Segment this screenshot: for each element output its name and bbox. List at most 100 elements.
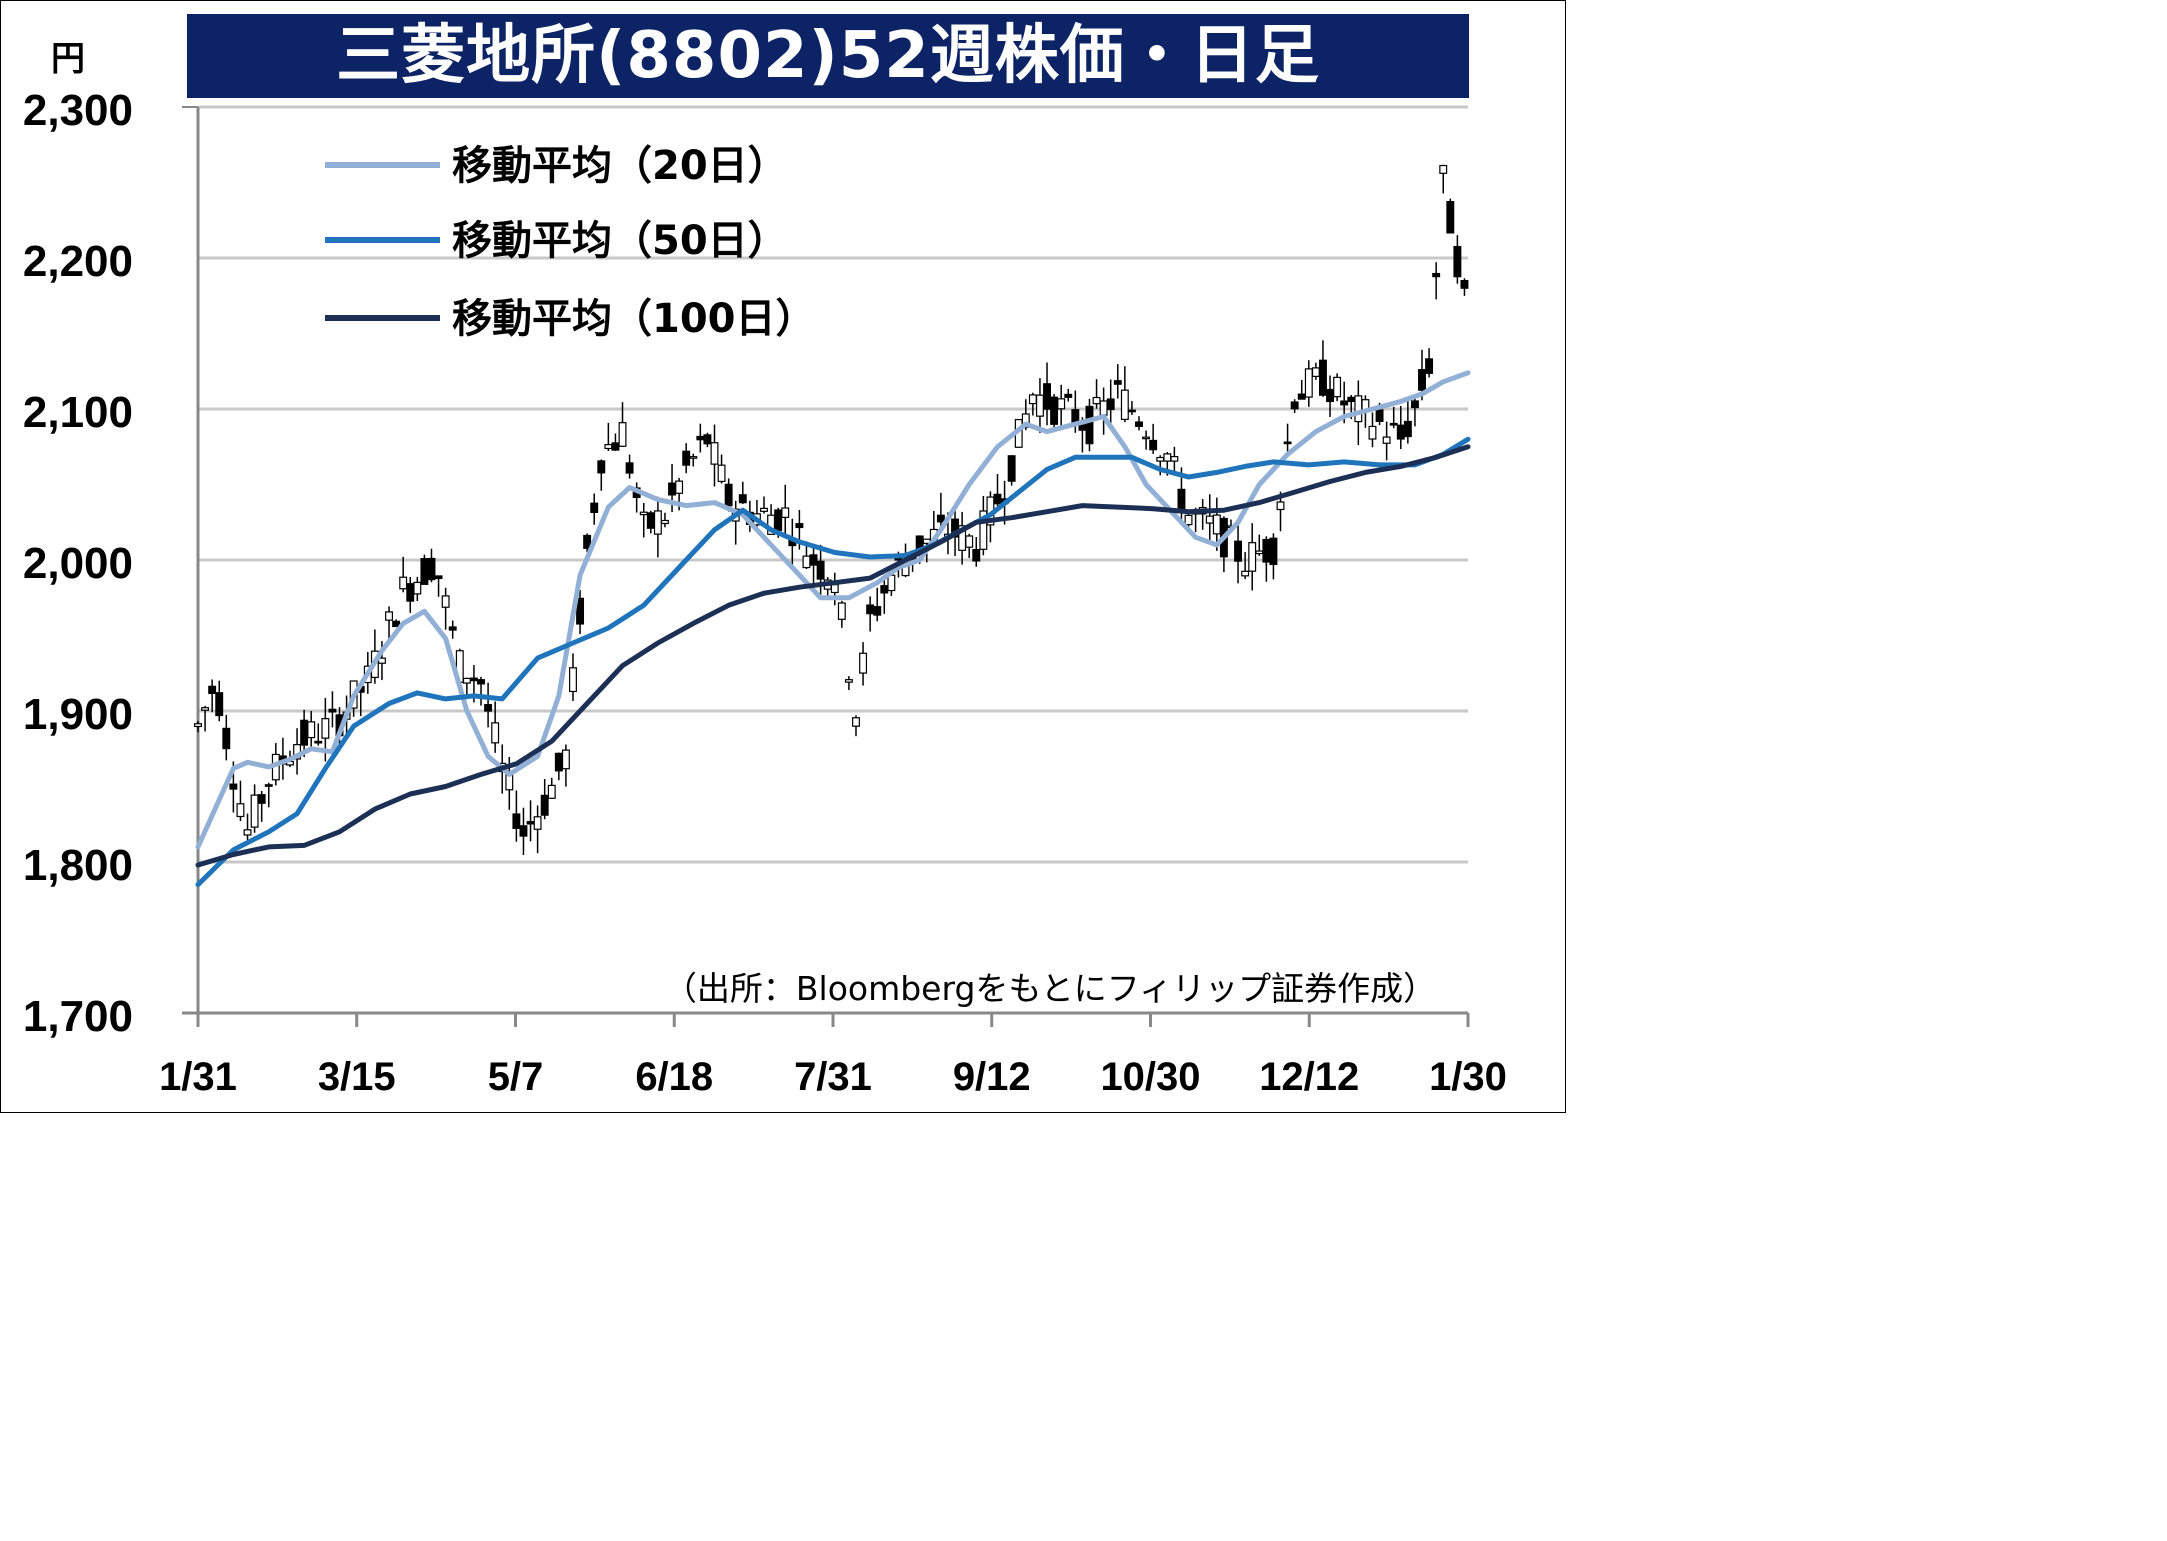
- candle-body: [526, 821, 535, 825]
- candle-body: [540, 794, 549, 816]
- candle-body: [618, 422, 627, 447]
- candle-body: [392, 620, 401, 628]
- candle-body: [1382, 436, 1391, 444]
- x-tick-label: 1/30: [1429, 1055, 1507, 1099]
- chart-frame: [0, 0, 1566, 1113]
- candle-body: [738, 494, 747, 504]
- x-tick-label: 12/12: [1259, 1055, 1359, 1099]
- x-tick-label: 9/12: [953, 1055, 1031, 1099]
- candle-body: [830, 584, 839, 594]
- ma-line-ma50: [195, 436, 1471, 888]
- candle-body: [1340, 400, 1349, 406]
- candle-body: [1205, 515, 1214, 524]
- candle-body: [844, 679, 853, 683]
- y-tick-label: 2,300: [23, 86, 133, 135]
- candle-body: [1418, 369, 1426, 391]
- candle-body: [703, 434, 712, 445]
- candle-body: [1276, 501, 1285, 511]
- axes: 1,700 1,800 1,900 2,000 2,100 2,200 2,300 円 1/31…: [23, 40, 1507, 1099]
- candle-body: [696, 435, 705, 441]
- y-tick-label: 1,700: [23, 992, 133, 1041]
- candle-body: [547, 784, 556, 799]
- candle-body: [1064, 393, 1073, 398]
- candle-body: [1241, 570, 1250, 577]
- candle-body: [1432, 272, 1441, 278]
- candle-body: [1127, 409, 1136, 413]
- candle-body: [1297, 393, 1306, 400]
- candle-body: [873, 606, 882, 616]
- candle-body: [569, 667, 577, 693]
- chart-title: 三菱地所(8802)52週株価・日足: [187, 14, 1469, 98]
- candle-body: [646, 512, 655, 529]
- candle-body: [859, 652, 868, 674]
- candle-body: [781, 507, 790, 518]
- candle-body: [1453, 245, 1462, 278]
- candle-body: [222, 727, 231, 750]
- candle-body: [208, 685, 217, 694]
- candle-body: [1007, 455, 1016, 482]
- candle-body: [1283, 441, 1292, 445]
- candle-body: [1375, 409, 1384, 422]
- candle-body: [484, 704, 493, 712]
- candle-body: [448, 626, 457, 631]
- candle-body: [809, 554, 818, 566]
- candle-body: [1156, 456, 1165, 462]
- legend-label-ma100: 移動平均（100日）: [452, 296, 816, 342]
- candle-body: [710, 442, 719, 465]
- candle-body: [533, 816, 542, 830]
- y-tick-label: 2,100: [23, 388, 133, 437]
- y-tick-label: 1,900: [23, 690, 133, 739]
- candle-body: [1389, 422, 1398, 426]
- candle-body: [477, 679, 485, 685]
- legend-label-ma50: 移動平均（50日）: [452, 218, 788, 264]
- candle-body: [1446, 201, 1455, 234]
- candle-body: [215, 692, 224, 717]
- candle-body: [972, 549, 981, 562]
- legend: 移動平均（20日） 移動平均（50日） 移動平均（100日）: [325, 143, 816, 342]
- candle-body: [1410, 400, 1419, 409]
- candle-body: [561, 749, 570, 770]
- candle-body: [1106, 398, 1115, 411]
- candle-body: [441, 595, 450, 608]
- candle-body: [604, 444, 613, 450]
- candle-body: [1368, 425, 1377, 440]
- candle-body: [590, 502, 599, 514]
- legend-label-ma20: 移動平均（20日）: [452, 143, 788, 189]
- candle-body: [300, 719, 309, 746]
- candle-body: [1149, 439, 1158, 451]
- grid-lines: [198, 105, 1468, 864]
- candle-body: [420, 558, 429, 585]
- candle-body: [583, 534, 592, 549]
- candle-body: [427, 557, 436, 581]
- candle-body: [406, 583, 415, 602]
- candle-body: [194, 723, 202, 728]
- candle-body: [576, 597, 585, 625]
- candle-body: [321, 718, 330, 739]
- candle-body: [1085, 405, 1094, 445]
- candle-body: [1142, 436, 1151, 440]
- candle-body: [760, 507, 768, 512]
- candle-body: [993, 493, 1002, 505]
- x-tick-label: 10/30: [1100, 1055, 1200, 1099]
- x-tick-label: 7/31: [794, 1055, 872, 1099]
- candle-body: [1177, 488, 1186, 510]
- candle-body: [462, 677, 471, 684]
- candle-body: [795, 523, 804, 529]
- candle-body: [1248, 542, 1257, 572]
- candle-body: [1290, 401, 1299, 410]
- candle-body: [668, 482, 676, 496]
- candle-body: [1311, 367, 1320, 377]
- moving-averages: [195, 370, 1471, 888]
- candle-body: [1234, 540, 1243, 562]
- candle-body: [625, 462, 634, 474]
- candle-body: [837, 602, 846, 620]
- candle-body: [880, 585, 889, 594]
- candle-body: [774, 509, 783, 532]
- candle-body: [717, 464, 726, 483]
- candle-body: [1135, 421, 1143, 427]
- candle-body: [1092, 396, 1101, 405]
- y-unit-label: 円: [51, 40, 85, 78]
- candle-body: [1078, 424, 1087, 431]
- candle-body: [816, 560, 825, 580]
- candle-body: [1439, 164, 1448, 174]
